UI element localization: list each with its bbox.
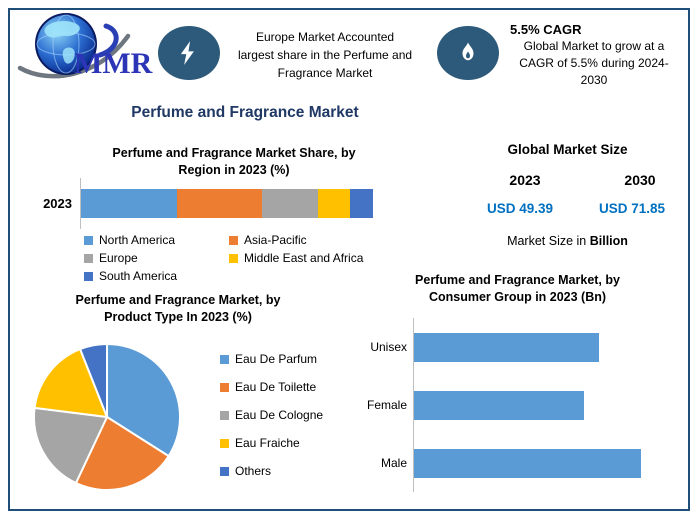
market-size-note-unit: Billion (589, 234, 628, 248)
globe-icon: MMR (17, 13, 153, 80)
legend-swatch-eau-de-cologne (220, 410, 229, 420)
market-size-value-end: USD 71.85 (598, 201, 666, 216)
market-size-note: Market Size in Billion (450, 234, 685, 248)
legend-swatch-south-america (84, 271, 93, 281)
consumer-chart-title-line-1: Perfume and Fragrance Market, by (415, 273, 620, 287)
legend-item-europe: Europe (84, 251, 229, 265)
market-size-note-prefix: Market Size in (507, 234, 590, 248)
market-size-years: 2023 2030 (480, 172, 685, 188)
consumer-label-male: Male (380, 456, 407, 470)
market-size-title: Global Market Size (507, 142, 628, 157)
consumer-label-female: Female (366, 398, 407, 412)
market-size-value-start: USD 49.39 (486, 201, 554, 216)
pie-chart-title-line-1: Perfume and Fragrance Market, by (75, 293, 281, 307)
legend-label-asia-pacific: Asia-Pacific (244, 233, 307, 247)
market-size-values: USD 49.39 USD 71.85 (470, 201, 682, 216)
legend-label-europe: Europe (99, 251, 138, 265)
pie-chart-title: Perfume and Fragrance Market, by Product… (18, 292, 338, 326)
legend-swatch-north-america (84, 235, 93, 245)
region-category-label: 2023 (43, 196, 72, 211)
pie-slice-eau-fraiche (33, 348, 108, 418)
legend-label-middle-east-and-africa: Middle East and Africa (244, 251, 364, 265)
region-chart-title-line-2: Region in 2023 (%) (178, 163, 290, 177)
region-chart-title: Perfume and Fragrance Market Share, by R… (44, 145, 424, 179)
region-segment-europe (262, 189, 318, 218)
cagr-icon-circle (437, 26, 499, 80)
legend-item-middle-east-and-africa: Middle East and Africa (229, 251, 389, 265)
region-legend: North America Asia-Pacific Europe Middle Ea… (84, 233, 394, 283)
legend-swatch-eau-de-parfum (220, 354, 229, 364)
legend-swatch-asia-pacific (229, 235, 238, 245)
highlight-line-2: largest share in the Perfume and (237, 48, 413, 62)
consumer-track-female (413, 376, 685, 434)
cagr-text: 5.5% CAGR Global Market to grow at a CAG… (502, 22, 686, 89)
logo-text: MMR (74, 47, 153, 80)
legend-label-south-america: South America (99, 269, 178, 283)
outer-border (8, 8, 690, 511)
consumer-bar-chart: Unisex Female Male (345, 318, 685, 494)
legend-item-north-america: North America (84, 233, 229, 247)
region-segment-north-america (81, 189, 178, 218)
legend-label-north-america: North America (99, 233, 176, 247)
pie-slice-eau-de-cologne (33, 406, 108, 485)
region-stacked-bar (81, 189, 373, 218)
legend-swatch-others (220, 466, 229, 476)
region-segment-south-america (349, 189, 373, 218)
cagr-line-1: Global Market to grow at a (523, 39, 665, 53)
legend-swatch-eau-fraiche (220, 438, 229, 448)
legend-item-eau-fraiche: Eau Fraiche (220, 436, 370, 450)
consumer-bar-unisex (414, 332, 600, 362)
consumer-track-male (413, 434, 685, 492)
lightning-icon (180, 41, 194, 65)
highlight-line-3: Fragrance Market (277, 66, 373, 80)
consumer-track-unisex (413, 318, 685, 376)
market-size-year-end: 2030 (624, 172, 656, 188)
mmr-logo: MMR (14, 10, 154, 88)
legend-label-eau-de-cologne: Eau De Cologne (235, 408, 324, 422)
legend-item-others: Others (220, 464, 370, 478)
legend-label-eau-fraiche: Eau Fraiche (235, 436, 300, 450)
page-title: Perfume and Fragrance Market (131, 104, 359, 121)
cagr-line-2: CAGR of 5.5% during 2024- (519, 56, 669, 70)
legend-item-eau-de-cologne: Eau De Cologne (220, 408, 370, 422)
legend-label-eau-de-parfum: Eau De Parfum (235, 352, 318, 366)
legend-label-others: Others (235, 464, 272, 478)
legend-swatch-middle-east-and-africa (229, 253, 238, 263)
consumer-label-unisex: Unisex (370, 340, 407, 354)
consumer-row-female: Female (345, 376, 685, 434)
pie-slice-others (79, 343, 108, 418)
flame-icon (462, 42, 474, 61)
product-type-pie (33, 343, 181, 491)
pie-chart-title-line-2: Product Type In 2023 (%) (104, 310, 252, 324)
region-segment-middle-east-and-africa (317, 189, 350, 218)
legend-swatch-eau-de-toilette (220, 382, 229, 392)
legend-item-eau-de-parfum: Eau De Parfum (220, 352, 370, 366)
legend-swatch-europe (84, 253, 93, 263)
highlight-text: Europe Market Accounted largest share in… (227, 28, 423, 82)
consumer-bar-male (414, 448, 642, 478)
consumer-bar-female (414, 390, 584, 420)
consumer-chart-title-line-2: Consumer Group in 2023 (Bn) (428, 290, 607, 304)
market-size-year-start: 2023 (509, 172, 541, 188)
pie-legend: Eau De Parfum Eau De Toilette Eau De Colog… (220, 352, 370, 478)
consumer-row-male: Male (345, 434, 685, 492)
cagr-line-3: 2030 (580, 73, 608, 87)
legend-item-south-america: South America (84, 269, 229, 283)
highlight-line-1: Europe Market Accounted (255, 30, 395, 44)
region-axis-line (80, 178, 81, 229)
cagr-title: 5.5% CAGR (510, 22, 582, 37)
highlight-icon-circle (158, 26, 220, 80)
consumer-row-unisex: Unisex (345, 318, 685, 376)
legend-item-eau-de-toilette: Eau De Toilette (220, 380, 370, 394)
consumer-chart-title: Perfume and Fragrance Market, by Consume… (385, 272, 650, 306)
legend-label-eau-de-toilette: Eau De Toilette (235, 380, 317, 394)
region-segment-asia-pacific (177, 189, 263, 218)
legend-item-asia-pacific: Asia-Pacific (229, 233, 389, 247)
region-chart-title-line-1: Perfume and Fragrance Market Share, by (112, 146, 356, 160)
